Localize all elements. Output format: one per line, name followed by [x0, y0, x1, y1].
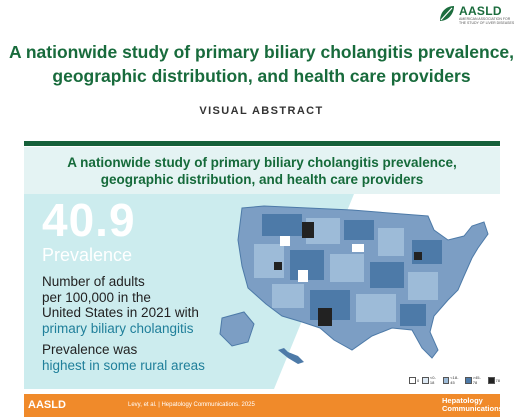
desc-line-2: per 100,000 in the: [42, 289, 151, 305]
hawaii-shape: [278, 348, 304, 364]
finding-description: Prevalence was highest in some rural are…: [42, 342, 262, 373]
title-line-2: geographic distribution, and health care…: [52, 66, 471, 86]
legend-swatch: [409, 376, 416, 384]
alaska-shape: [219, 311, 255, 347]
map-legend: 0 <0-18 <18-45 >45-78 78: [409, 375, 500, 385]
prevalence-description: Number of adults per 100,000 in the Unit…: [42, 274, 262, 336]
card-title-line-1: A nationwide study of primary biliary ch…: [67, 155, 457, 170]
legend-label: <0-18: [429, 375, 436, 385]
card-title: A nationwide study of primary biliary ch…: [24, 154, 500, 188]
footer-logo: AASLD: [28, 399, 66, 411]
aasld-logo: AASLD AMERICAN ASSOCIATION FOR THE STUDY…: [437, 4, 517, 26]
aasld-leaf-icon: [440, 6, 454, 21]
us-prevalence-map: [219, 205, 489, 364]
title-line-1: A nationwide study of primary biliary ch…: [8, 42, 515, 62]
subtitle: VISUAL ABSTRACT: [199, 105, 324, 117]
legend-swatch: [422, 376, 429, 384]
desc-line-1: Number of adults: [42, 274, 145, 289]
content-panel: 40.9 Prevalence Number of adults per 100…: [24, 194, 500, 389]
legend-item: 0: [409, 376, 420, 384]
footer-citation: Levy, et al. | Hepatology Communications…: [128, 402, 255, 408]
finding-line-1: Prevalence was: [42, 342, 138, 357]
desc-highlight: primary biliary cholangitis: [42, 320, 194, 336]
page-title: A nationwide study of primary biliary ch…: [0, 40, 523, 88]
logo-text: AASLD: [459, 4, 502, 18]
desc-line-3: United States in 2021 with: [42, 305, 199, 320]
legend-label: 78: [495, 377, 500, 383]
visual-abstract-card: A nationwide study of primary biliary ch…: [24, 147, 500, 389]
zero-prevalence-areas: [280, 236, 364, 282]
journal-name: Hepatology Communications: [442, 397, 503, 413]
legend-swatch: [442, 376, 450, 384]
legend-swatch: [487, 376, 495, 384]
legend-item: <18-45: [442, 375, 462, 385]
prevalence-value: 40.9: [42, 194, 136, 246]
legend-item: <0-18: [422, 375, 439, 385]
card-title-line-2: geographic distribution, and health care…: [100, 172, 424, 187]
legend-item: 78: [487, 376, 500, 384]
journal-line-2: Communications: [442, 404, 503, 413]
legend-swatch: [465, 376, 472, 384]
prevalence-label: Prevalence: [42, 245, 133, 265]
footer-bar: AASLD Levy, et al. | Hepatology Communic…: [24, 394, 503, 417]
logo-tagline: AMERICAN ASSOCIATION FOR THE STUDY OF LI…: [459, 17, 515, 25]
divider-rule: [24, 141, 500, 146]
finding-highlight: highest in some rural areas: [42, 357, 205, 373]
legend-label: 0: [417, 377, 420, 383]
legend-label: >45-78: [472, 375, 481, 385]
legend-label: <18-45: [450, 375, 459, 385]
legend-item: >45-78: [465, 375, 484, 385]
highest-prevalence-areas: [274, 222, 422, 326]
journal-line-1: Hepatology: [442, 396, 483, 405]
